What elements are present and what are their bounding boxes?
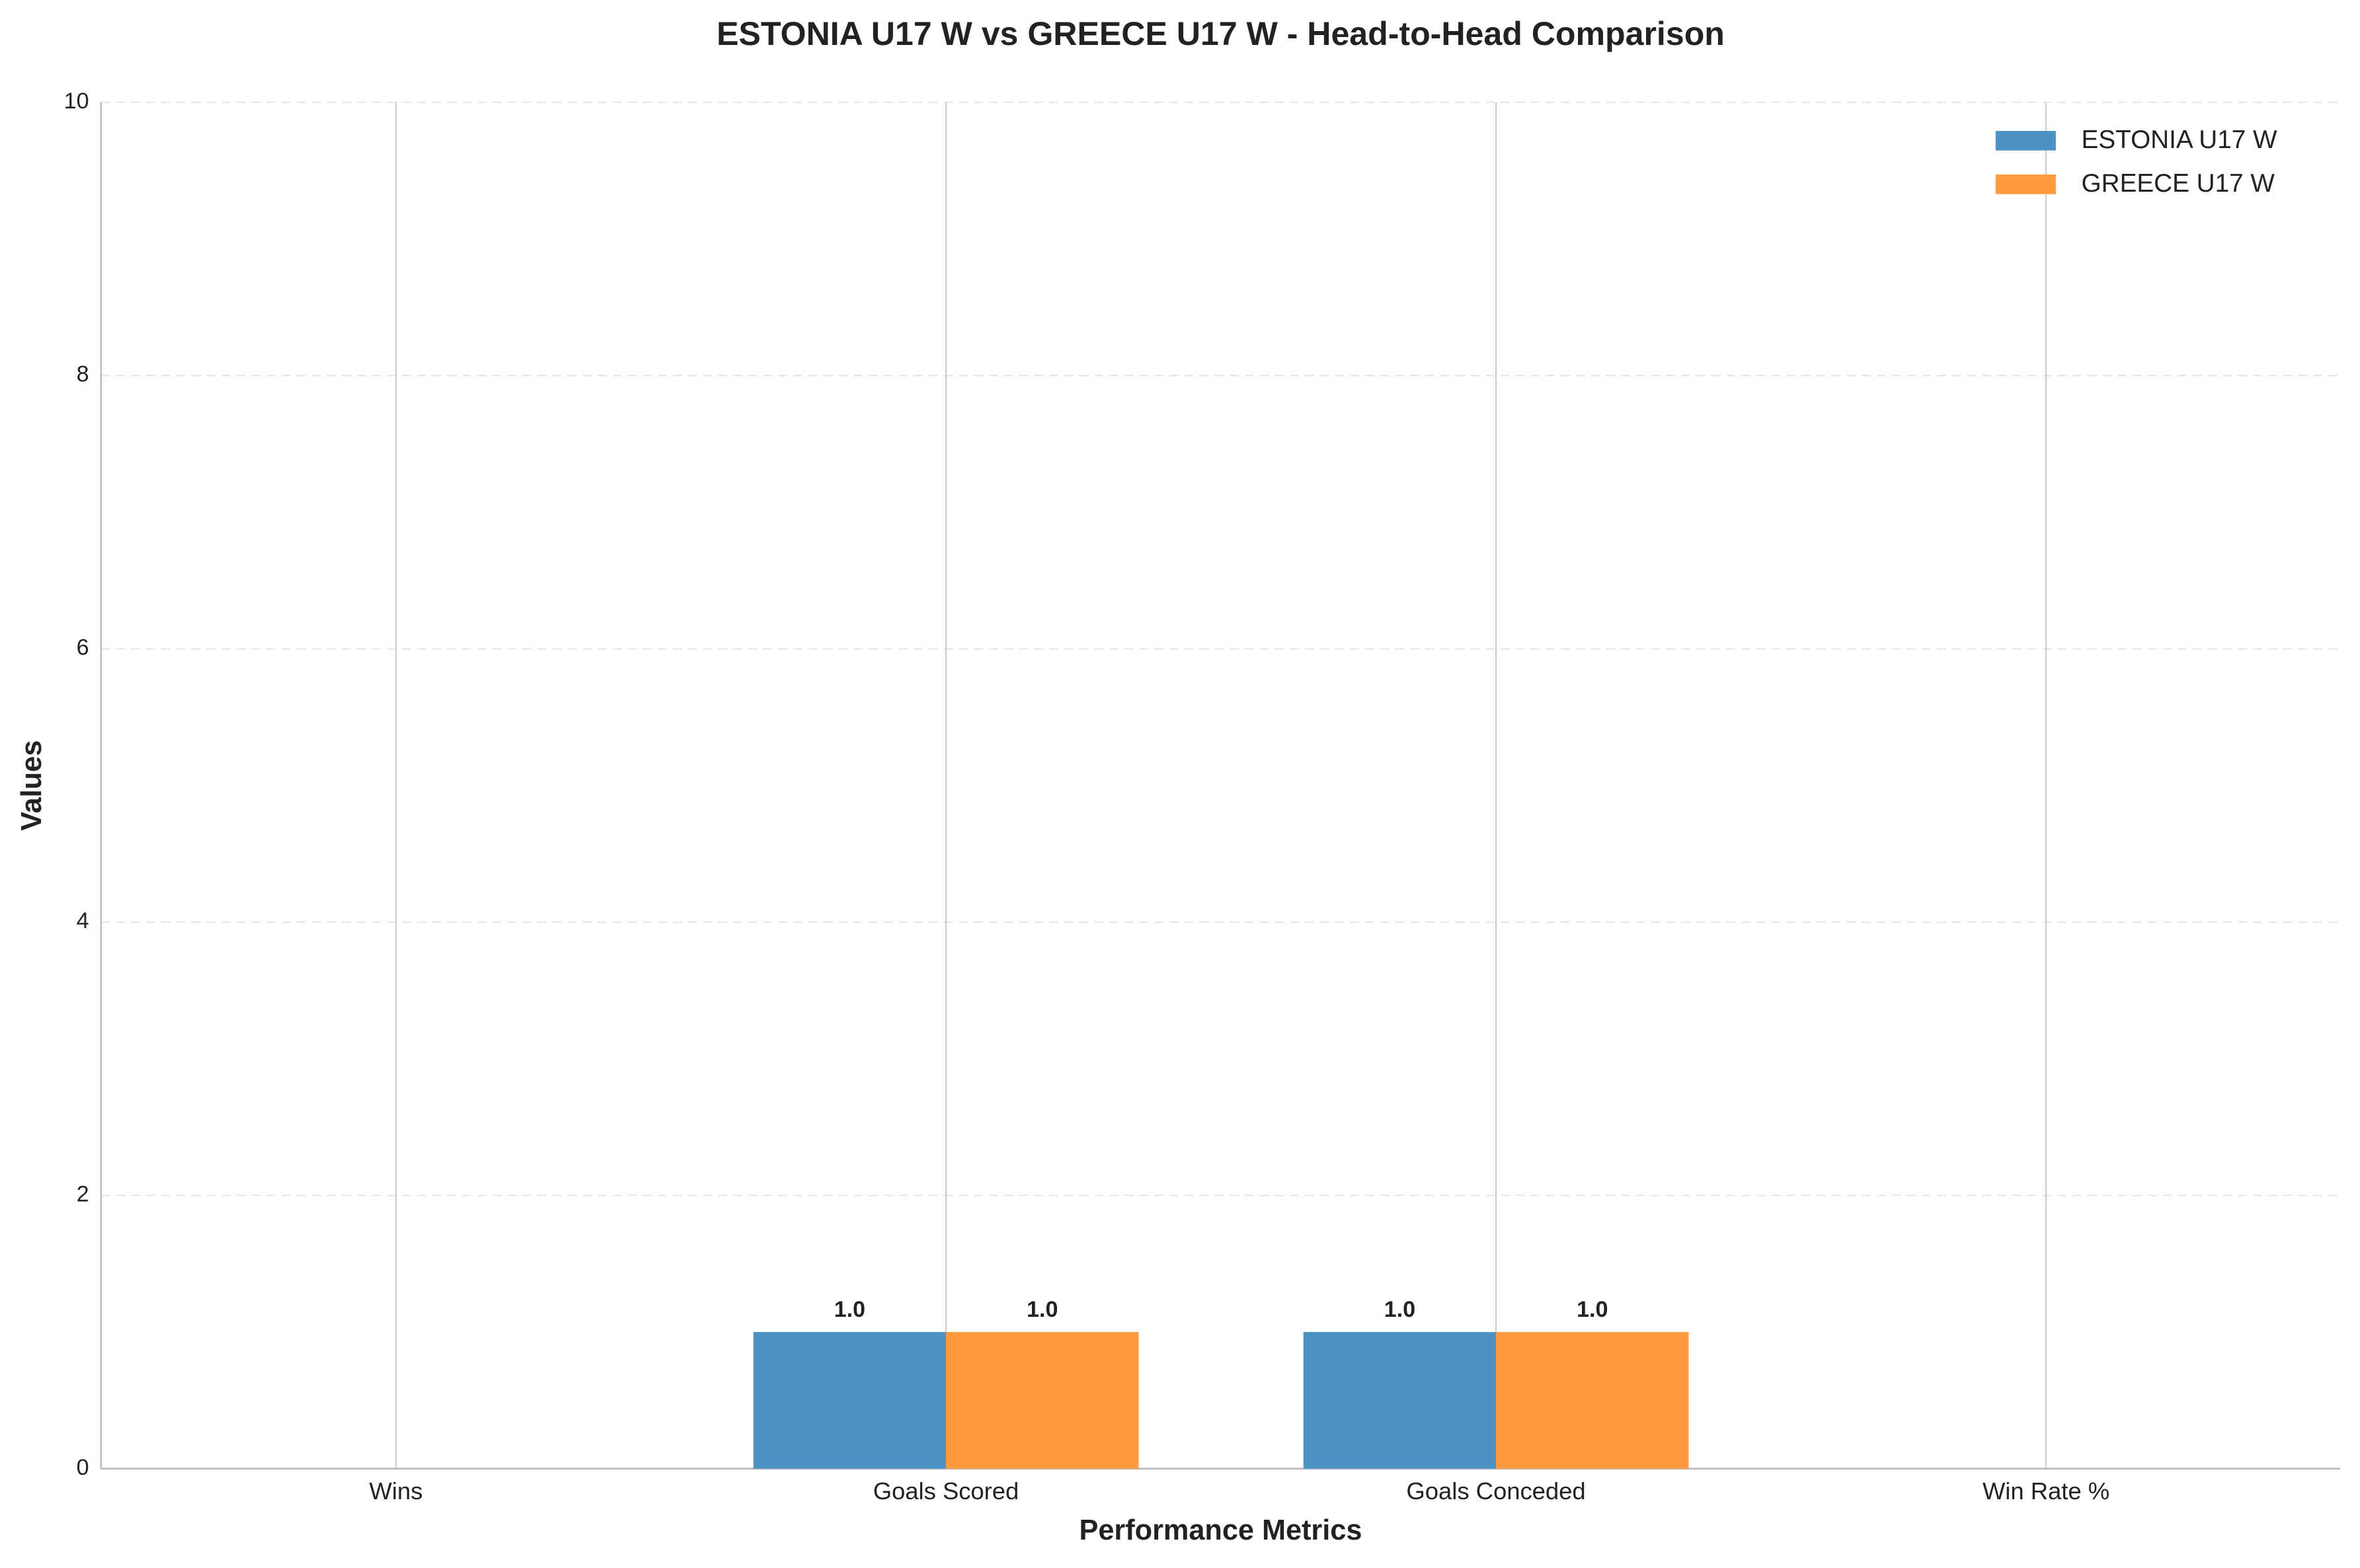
- value-label: 1.0: [1027, 1297, 1058, 1322]
- legend-swatch: [1995, 131, 2056, 151]
- y-axis-label: Values: [16, 740, 48, 831]
- value-label: 1.0: [1577, 1297, 1608, 1322]
- bar: [946, 1332, 1139, 1469]
- bar: [1496, 1332, 1689, 1469]
- y-tick-label: 8: [77, 362, 89, 387]
- x-tick-label: Win Rate %: [1983, 1477, 2109, 1505]
- chart-title: ESTONIA U17 W vs GREECE U17 W - Head-to-…: [717, 15, 1725, 52]
- x-tick-label: Wins: [370, 1477, 423, 1505]
- value-label: 1.0: [834, 1297, 865, 1322]
- x-tick-label: Goals Scored: [873, 1477, 1019, 1505]
- y-tick-label: 6: [77, 635, 89, 660]
- y-tick-label: 4: [77, 908, 89, 933]
- y-tick-label: 2: [77, 1181, 89, 1206]
- bar: [1303, 1332, 1497, 1469]
- x-axis-label: Performance Metrics: [1080, 1514, 1362, 1546]
- x-tick-label: Goals Conceded: [1406, 1477, 1585, 1505]
- y-tick-label: 0: [77, 1455, 89, 1480]
- bar: [753, 1332, 947, 1469]
- value-label: 1.0: [1384, 1297, 1415, 1322]
- y-tick-label: 10: [64, 89, 89, 114]
- legend-label: ESTONIA U17 W: [2082, 126, 2277, 154]
- legend-label: GREECE U17 W: [2082, 169, 2275, 198]
- legend-swatch: [1995, 175, 2056, 194]
